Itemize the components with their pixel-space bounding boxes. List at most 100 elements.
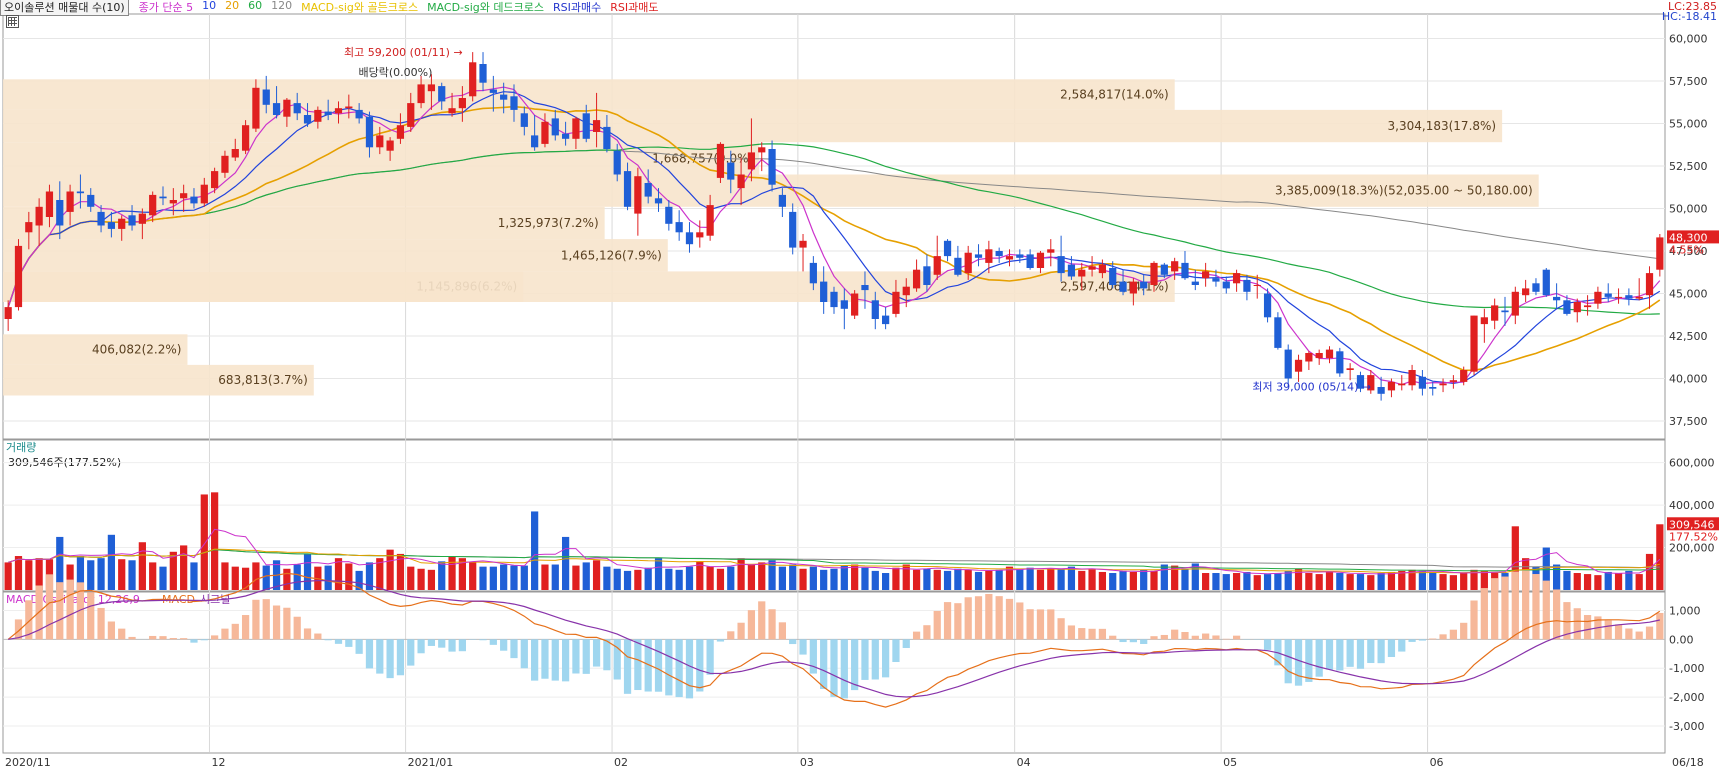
macd-oscillator-bar	[128, 637, 135, 639]
volume-bar	[892, 568, 899, 590]
volume-bar	[1078, 571, 1085, 590]
candle-body	[861, 285, 868, 290]
candle-body	[975, 254, 982, 257]
volume-bar	[799, 569, 806, 590]
macd-oscillator-bar	[1027, 609, 1034, 639]
candle-body	[1460, 370, 1467, 382]
volume-bar	[36, 558, 43, 590]
macd-oscillator-bar	[46, 574, 53, 639]
legend-item[interactable]: 60	[248, 0, 262, 15]
volume-tick-label: 200,000	[1669, 542, 1715, 555]
candle-body	[614, 151, 621, 175]
volume-bar	[211, 492, 218, 590]
macd-oscillator-bar	[97, 608, 104, 639]
macd-oscillator-bar	[1605, 620, 1612, 639]
volume-profile-label: 2,584,817(14.0%)	[1060, 88, 1169, 102]
candle-body	[149, 195, 156, 215]
volume-bar	[572, 566, 579, 590]
candle-body	[500, 95, 507, 100]
x-tick-label: 2020/11	[5, 756, 51, 769]
price-tick-label: 37,500	[1669, 415, 1708, 428]
candle-body	[996, 251, 1003, 256]
candle-body	[376, 135, 383, 147]
candle-body	[345, 107, 352, 109]
volume-bar	[737, 558, 744, 590]
price-tick-label: 42,500	[1669, 330, 1708, 343]
macd-oscillator-bar	[1057, 618, 1064, 639]
volume-bar	[56, 537, 63, 590]
candle-body	[273, 103, 280, 115]
volume-bar	[1481, 571, 1488, 590]
candle-body	[572, 118, 579, 138]
legend-item[interactable]: 120	[271, 0, 292, 15]
legend-item[interactable]: RSI과매도	[610, 0, 658, 15]
volume-profile-label: 683,813(3.7%)	[218, 373, 307, 387]
candle-body	[459, 98, 466, 108]
macd-oscillator-bar	[923, 625, 930, 639]
candle-body	[1181, 263, 1188, 278]
macd-oscillator-bar	[748, 610, 755, 639]
volume-bar	[541, 565, 548, 590]
legend-item[interactable]: MACD-sig와 골든크로스	[301, 0, 418, 15]
legend-item[interactable]: 10	[202, 0, 216, 15]
volume-bar	[1027, 568, 1034, 590]
macd-oscillator-bar	[1212, 635, 1219, 639]
candle-body	[335, 108, 342, 113]
candle-body	[1522, 288, 1529, 295]
volume-bar	[985, 571, 992, 590]
candle-body	[1161, 265, 1168, 275]
macd-oscillator-bar	[1429, 638, 1436, 639]
grid-toggle-icon[interactable]	[6, 15, 19, 28]
volume-bar	[479, 567, 486, 590]
volume-bar	[1584, 574, 1591, 590]
volume-bar	[1429, 572, 1436, 590]
macd-oscillator-bar	[707, 639, 714, 674]
volume-bar	[1553, 565, 1560, 590]
volume-bar	[882, 573, 889, 590]
macd-oscillator-bar	[1501, 577, 1508, 640]
volume-bar	[1305, 573, 1312, 590]
legend-item[interactable]: MACD-sig와 데드크로스	[427, 0, 544, 15]
macd-oscillator-bar	[273, 606, 280, 640]
volume-bar	[139, 542, 146, 590]
candle-body	[1625, 295, 1632, 298]
macd-oscillator-bar	[1553, 589, 1560, 639]
candle-body	[304, 115, 311, 124]
candle-body	[428, 84, 435, 91]
macd-oscillator-bar	[1347, 639, 1354, 667]
macd-oscillator-bar	[655, 639, 662, 691]
candle-body	[1429, 387, 1436, 389]
candle-body	[397, 125, 404, 139]
macd-oscillator-bar	[892, 639, 899, 662]
macd-oscillator-bar	[149, 636, 156, 639]
volume-bar	[634, 570, 641, 590]
macd-oscillator-bar	[263, 599, 270, 639]
macd-oscillator-bar	[1481, 588, 1488, 639]
candle-body	[407, 103, 414, 127]
volume-bar	[335, 558, 342, 590]
candle-body	[1274, 317, 1281, 348]
candle-body	[438, 86, 445, 101]
candle-body	[1285, 350, 1292, 379]
legend-item[interactable]: 종가 단순 5	[139, 0, 193, 15]
x-tick-label: 2021/01	[408, 756, 454, 769]
candle-body	[593, 120, 600, 132]
volume-bar	[1068, 567, 1075, 590]
macd-oscillator-bar	[552, 639, 559, 680]
legend-item[interactable]: RSI과매수	[553, 0, 601, 15]
volume-bar	[190, 562, 197, 590]
macd-oscillator-bar	[1326, 639, 1333, 669]
candle-body	[314, 110, 321, 122]
volume-panel-title: 거래량	[6, 441, 36, 454]
volume-bar	[830, 569, 837, 590]
volume-bar	[872, 571, 879, 590]
candle-body	[25, 222, 32, 232]
macd-oscillator-bar	[541, 639, 548, 678]
volume-bar	[407, 567, 414, 590]
candle-body	[1656, 237, 1663, 269]
macd-oscillator-bar	[1037, 609, 1044, 639]
macd-oscillator-bar	[438, 639, 445, 647]
indicator-title[interactable]: 오이솔루션 매물대 수(10)	[0, 0, 129, 16]
legend-item[interactable]: 20	[225, 0, 239, 15]
